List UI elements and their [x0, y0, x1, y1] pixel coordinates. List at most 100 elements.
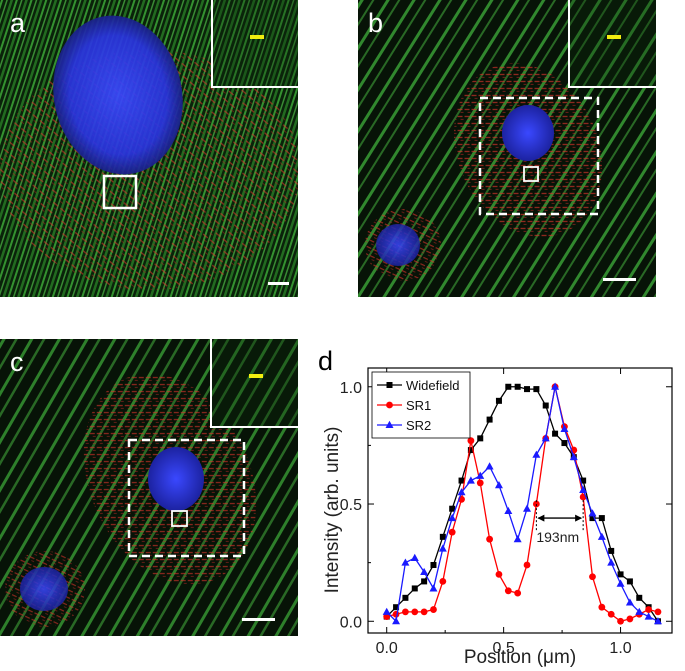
data-point-sr2 [410, 553, 419, 561]
annotation-arrowhead-right [575, 514, 583, 522]
data-point-widefield [439, 533, 446, 540]
data-point-sr1 [448, 528, 456, 536]
data-point-sr2 [588, 509, 597, 517]
data-point-widefield [608, 547, 615, 554]
data-point-widefield [402, 594, 409, 601]
legend-label-sr1: SR1 [406, 398, 431, 413]
data-point-sr2 [476, 471, 485, 479]
y-tick-label: 0.5 [340, 497, 362, 514]
data-point-sr2 [513, 534, 522, 543]
data-point-widefield [552, 430, 559, 437]
data-point-sr2 [494, 481, 503, 489]
legend-marker-sr2 [385, 420, 394, 428]
data-point-sr1 [430, 606, 437, 613]
data-point-sr2 [625, 598, 634, 606]
data-point-sr2 [420, 567, 429, 576]
annotation-label: 193nm [536, 529, 579, 545]
data-point-sr1 [617, 617, 624, 625]
data-point-sr1 [645, 606, 653, 613]
legend-marker-widefield [386, 382, 393, 388]
data-point-widefield [411, 585, 418, 592]
panel-c-micrograph: c [0, 339, 298, 636]
inset-scale-bar [249, 374, 263, 378]
data-point-sr2 [382, 607, 391, 615]
chart-legend: Widefield SR1 SR2 [371, 371, 471, 439]
panel-a-inset [211, 0, 298, 88]
chart-panel-label: d [318, 346, 333, 376]
data-point-sr2 [485, 462, 494, 470]
data-point-widefield [580, 477, 587, 484]
series-line-sr2 [386, 386, 659, 623]
chart-annotation: 193nm [535, 500, 584, 545]
data-point-sr1 [476, 479, 484, 487]
data-point-sr2 [438, 544, 447, 552]
data-point-widefield [449, 505, 456, 512]
data-point-sr2 [607, 558, 616, 566]
data-point-widefield [393, 604, 400, 611]
data-point-sr2 [541, 434, 550, 442]
data-point-widefield [542, 402, 549, 409]
inset-scale-bar [250, 35, 264, 39]
y-tick-label: 0.0 [340, 614, 362, 631]
data-point-sr2 [597, 532, 606, 540]
inset-scale-bar [607, 35, 621, 39]
data-point-widefield [421, 578, 428, 585]
x-tick-label: 0.5 [493, 640, 515, 657]
x-axis-label: Position (μm) [464, 647, 576, 668]
inset-c-image [212, 339, 298, 426]
chart-series-layer [382, 382, 662, 625]
data-point-sr2 [579, 485, 588, 493]
data-point-sr2 [448, 513, 457, 522]
data-point-widefield [561, 440, 568, 447]
panel-b-inset [568, 0, 656, 88]
data-point-sr2 [401, 558, 410, 566]
data-point-widefield [636, 594, 643, 601]
data-point-sr1 [392, 610, 400, 618]
data-point-sr1 [402, 608, 409, 616]
legend-marker-sr1 [386, 401, 393, 409]
data-point-sr2 [523, 504, 532, 512]
panel-c-inset [210, 339, 298, 428]
data-point-widefield [524, 386, 531, 393]
inset-a-image [213, 0, 298, 86]
panel-label: b [368, 8, 384, 38]
data-point-sr1 [607, 610, 615, 618]
data-point-sr1 [598, 603, 606, 611]
series-sr2 [382, 382, 662, 625]
inset-b-image [570, 0, 656, 86]
data-point-sr1 [504, 587, 512, 595]
data-point-sr1 [589, 573, 596, 581]
data-point-sr1 [514, 589, 522, 597]
series-sr1 [383, 383, 662, 625]
data-point-sr1 [654, 608, 662, 616]
data-point-sr1 [626, 615, 634, 623]
data-point-widefield [467, 447, 474, 454]
data-point-sr1 [523, 561, 531, 569]
chart-axes: 0.0 0.5 1.0 0.0 0.5 1.0 [340, 367, 673, 657]
data-point-widefield [589, 515, 596, 522]
x-tick-label: 0.0 [376, 640, 398, 657]
data-point-widefield [626, 578, 633, 585]
legend-label-widefield: Widefield [406, 378, 459, 393]
x-tick-label: 1.0 [609, 640, 631, 657]
y-tick-label: 1.0 [340, 380, 362, 397]
data-point-sr2 [653, 617, 662, 625]
data-point-sr2 [560, 424, 569, 432]
data-point-sr2 [644, 612, 653, 620]
data-point-widefield [598, 515, 605, 522]
data-point-sr1 [495, 570, 503, 578]
data-point-sr2 [504, 506, 513, 515]
data-point-sr1 [439, 578, 447, 585]
y-axis-label: Intensity (arb. units) [322, 427, 343, 594]
panel-a-micrograph: a [0, 0, 298, 297]
data-point-sr2 [466, 476, 475, 484]
legend-label-sr2: SR2 [406, 418, 431, 433]
data-point-sr2 [429, 584, 438, 592]
data-point-widefield [486, 416, 493, 423]
data-point-sr2 [616, 579, 625, 587]
data-point-widefield [617, 571, 624, 578]
data-point-sr1 [532, 500, 540, 508]
data-point-sr2 [392, 617, 401, 625]
data-point-sr2 [635, 607, 644, 615]
panel-label: c [10, 347, 24, 377]
